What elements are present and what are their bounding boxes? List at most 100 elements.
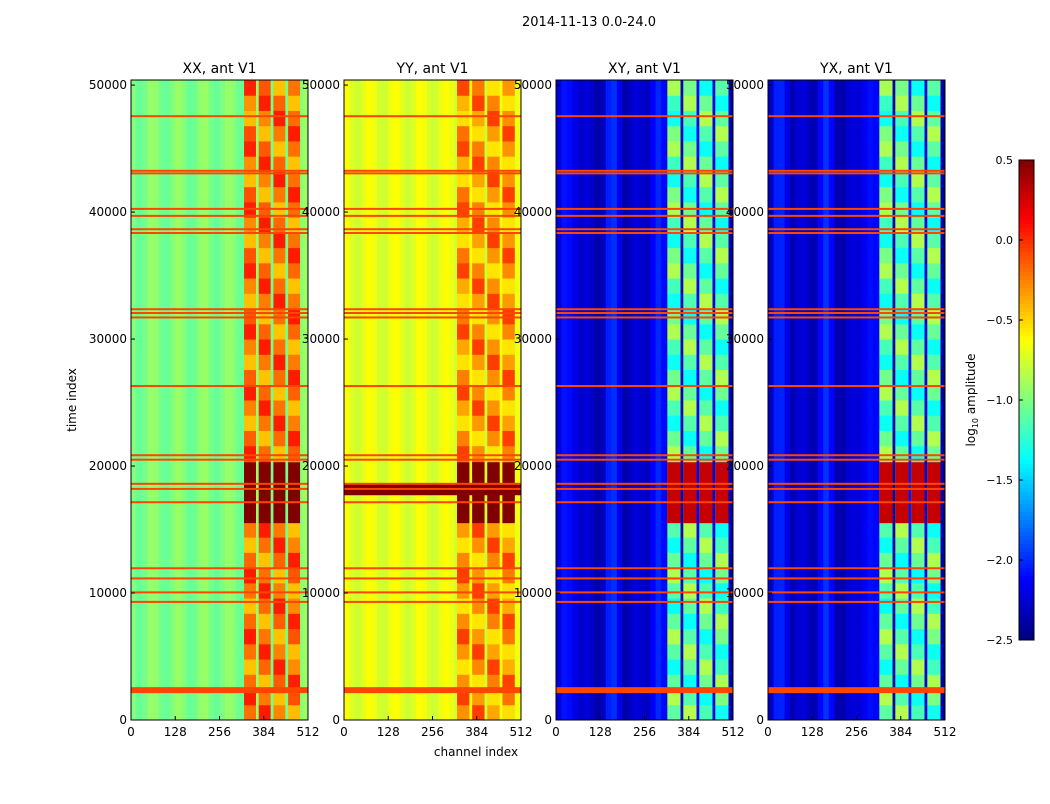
active-cell [715, 674, 729, 691]
active-cell [288, 247, 301, 264]
active-cell [273, 140, 286, 157]
active-cell [502, 217, 515, 233]
colorbar-cell [1019, 288, 1034, 293]
active-cell [244, 704, 256, 721]
flagged-row [131, 385, 308, 388]
background-cell [219, 80, 226, 720]
background-cell [655, 80, 662, 720]
active-cell [487, 308, 500, 325]
x-tick-label: 256 [421, 725, 444, 739]
active-cell [699, 598, 713, 614]
active-cell [472, 445, 485, 462]
active-cell [273, 354, 286, 371]
flagged-row [344, 482, 521, 485]
background-cell [583, 80, 590, 720]
colorbar-cell [1019, 528, 1034, 533]
active-cell [667, 521, 681, 538]
active-cell [699, 400, 713, 416]
flagged-row [131, 687, 308, 694]
active-cell [879, 552, 893, 569]
colorbar-cell [1019, 336, 1034, 341]
active-cell [273, 445, 286, 462]
active-cell [699, 323, 713, 340]
active-cell [288, 415, 301, 431]
active-cell [487, 445, 500, 462]
active-cell [244, 598, 256, 614]
active-cell [244, 95, 256, 111]
active-cell [273, 339, 286, 355]
flagged-row [556, 458, 733, 461]
active-cell [911, 262, 925, 279]
active-cell [472, 308, 485, 325]
colorbar-cell [1019, 304, 1034, 309]
active-cell [258, 308, 271, 325]
x-tick-label: 384 [465, 725, 488, 739]
active-cell [699, 262, 713, 279]
active-cell [288, 80, 301, 96]
active-cell [288, 628, 301, 645]
active-cell [911, 217, 925, 233]
active-cell [288, 95, 301, 111]
active-cell [683, 323, 697, 340]
active-cell [927, 704, 941, 721]
colorbar-cell [1019, 444, 1034, 449]
active-cell [502, 537, 515, 553]
colorbar-cell [1019, 532, 1034, 537]
active-cell [457, 354, 470, 371]
active-cell [273, 643, 286, 660]
active-cell [273, 537, 286, 553]
active-cell [273, 278, 286, 294]
flagged-row [556, 172, 733, 175]
active-cell [879, 125, 893, 142]
active-cell [895, 110, 909, 127]
active-cell [879, 582, 893, 599]
y-tick-label: 20000 [302, 459, 340, 473]
active-cell [457, 445, 470, 462]
background-cell [873, 80, 880, 720]
active-cell [457, 689, 470, 706]
colorbar-cell [1019, 472, 1034, 477]
flagged-row [131, 232, 308, 235]
active-cell [699, 689, 713, 706]
active-cell [715, 308, 729, 325]
active-cell [502, 247, 515, 264]
colorbar-cell [1019, 476, 1034, 481]
background-cell [790, 80, 797, 720]
active-cell [457, 415, 470, 431]
colorbar-cell [1019, 424, 1034, 429]
colorbar-cell [1019, 628, 1034, 633]
colorbar-cell [1019, 324, 1034, 329]
background-cell [817, 80, 824, 720]
active-cell [927, 217, 941, 233]
active-cell [879, 217, 893, 233]
colorbar-cell [1019, 468, 1034, 473]
flagged-row [556, 115, 733, 118]
burst-cell [667, 462, 681, 524]
background-cell [175, 80, 182, 720]
colorbar-cell [1019, 500, 1034, 505]
active-cell [244, 339, 256, 355]
active-cell [273, 659, 286, 675]
active-cell [502, 613, 515, 630]
colorbar-cell [1019, 552, 1034, 557]
colorbar-cell [1019, 380, 1034, 385]
active-cell [699, 232, 713, 249]
active-cell [879, 400, 893, 416]
active-cell [487, 186, 500, 203]
active-cell [683, 278, 697, 294]
active-cell [273, 293, 286, 310]
active-cell [683, 186, 697, 203]
flagged-row [768, 169, 945, 172]
active-cell [487, 689, 500, 706]
y-tick-label: 40000 [302, 205, 340, 219]
active-cell [258, 278, 271, 294]
active-cell [911, 445, 925, 462]
active-cell [457, 598, 470, 614]
active-cell [927, 110, 941, 127]
colorbar-cell [1019, 216, 1034, 221]
active-cell [244, 369, 256, 386]
active-cell [927, 430, 941, 447]
active-cell [273, 323, 286, 340]
active-cell [895, 171, 909, 188]
colorbar-tick-label: −1.0 [986, 394, 1013, 407]
